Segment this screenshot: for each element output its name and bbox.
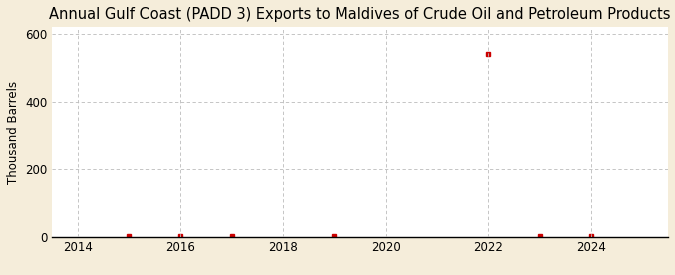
Y-axis label: Thousand Barrels: Thousand Barrels — [7, 81, 20, 184]
Title: Annual Gulf Coast (PADD 3) Exports to Maldives of Crude Oil and Petroleum Produc: Annual Gulf Coast (PADD 3) Exports to Ma… — [49, 7, 671, 22]
